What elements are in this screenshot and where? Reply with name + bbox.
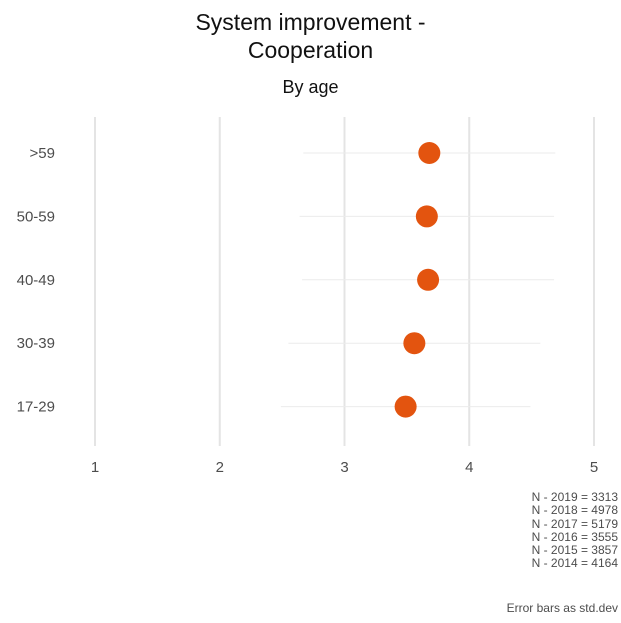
data-point [403,332,426,355]
x-tick-label: 1 [91,459,99,476]
x-tick-label: 2 [216,459,224,476]
data-point [394,395,417,418]
x-tick-label: 5 [590,459,598,476]
dot-plot-chart: >59 50-59 40-49 30-39 17-29 1 2 3 4 5 [17,117,598,476]
x-tick-label: 3 [340,459,348,476]
error-bar-caption: Error bars as std.dev [506,601,618,615]
sample-size-note: N - 2016 = 3555 [531,529,618,544]
point-layer [394,142,441,418]
sample-size-note: N - 2014 = 4164 [531,556,618,571]
x-axis-labels: 1 2 3 4 5 [91,459,598,476]
chart-subtitle: By age [282,77,339,97]
y-tick-label: >59 [30,145,55,162]
y-axis-labels: >59 50-59 40-49 30-39 17-29 [17,145,55,416]
y-tick-label: 50-59 [17,208,55,225]
x-tick-label: 4 [465,459,473,476]
y-tick-label: 40-49 [17,272,55,289]
chart-title-line-1: System improvement - [195,9,426,35]
sample-size-note: N - 2017 = 5179 [531,516,618,531]
data-point [417,268,440,291]
y-tick-label: 30-39 [17,335,55,352]
data-point [418,142,441,164]
grid-layer [94,117,595,446]
y-tick-label: 17-29 [17,399,55,416]
data-point [415,205,438,228]
sample-size-note: N - 2019 = 3313 [531,490,618,504]
sample-size-notes: N - 2019 = 3313 N - 2018 = 4978 N - 2017… [531,490,618,571]
sample-size-note: N - 2015 = 3857 [531,543,618,558]
chart-title-line-2: Cooperation [247,37,374,63]
sample-size-note: N - 2018 = 4978 [531,503,618,518]
